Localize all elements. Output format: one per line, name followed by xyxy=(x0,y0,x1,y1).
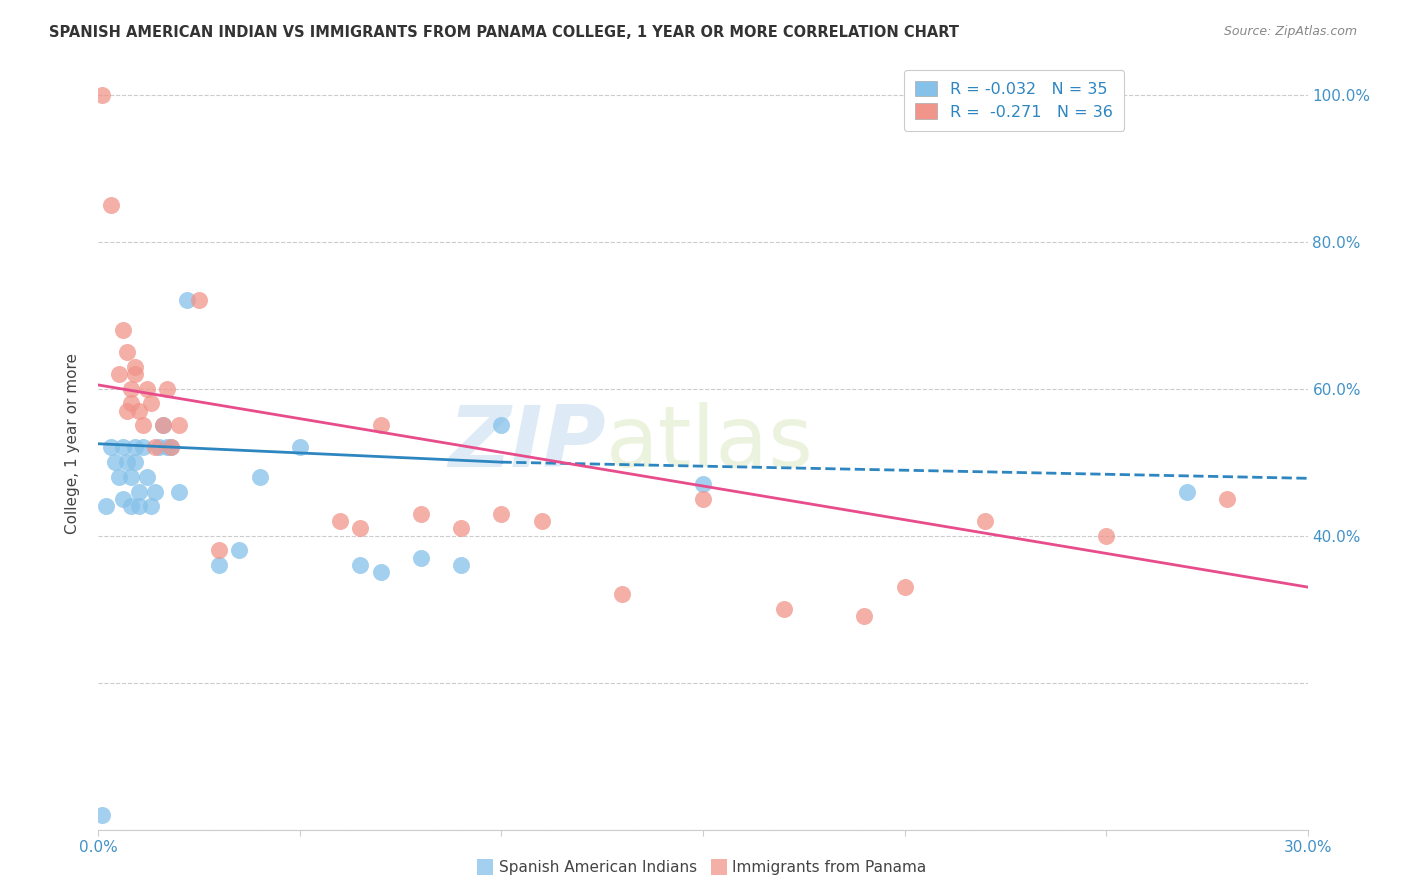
Point xyxy=(772,602,794,616)
Point xyxy=(1216,491,1239,506)
Point xyxy=(124,441,146,455)
Point xyxy=(148,441,170,455)
Point xyxy=(120,500,142,514)
Point xyxy=(692,491,714,506)
Point xyxy=(120,470,142,484)
Point xyxy=(160,441,183,455)
Point xyxy=(409,550,432,565)
Point xyxy=(152,418,174,433)
Point xyxy=(107,470,129,484)
Point xyxy=(530,514,553,528)
Point xyxy=(115,455,138,469)
Point xyxy=(128,500,150,514)
Point xyxy=(120,396,142,410)
Point xyxy=(120,382,142,396)
Point xyxy=(100,441,122,455)
Point xyxy=(370,566,392,580)
Point xyxy=(692,477,714,491)
Point xyxy=(100,198,122,212)
Point xyxy=(124,367,146,381)
Point xyxy=(249,470,271,484)
Text: SPANISH AMERICAN INDIAN VS IMMIGRANTS FROM PANAMA COLLEGE, 1 YEAR OR MORE CORREL: SPANISH AMERICAN INDIAN VS IMMIGRANTS FR… xyxy=(49,25,959,40)
Point xyxy=(156,382,179,396)
Point xyxy=(853,609,876,624)
Point xyxy=(103,455,125,469)
Text: atlas: atlas xyxy=(606,402,814,485)
Point xyxy=(349,558,371,572)
Point xyxy=(96,500,118,514)
Point xyxy=(107,367,129,381)
Point xyxy=(139,500,162,514)
Point xyxy=(612,587,634,601)
Point xyxy=(893,580,915,594)
Point xyxy=(491,507,513,521)
Legend: R = -0.032   N = 35, R =  -0.271   N = 36: R = -0.032 N = 35, R = -0.271 N = 36 xyxy=(904,70,1125,131)
Point xyxy=(491,418,513,433)
Point xyxy=(288,441,311,455)
Point xyxy=(132,418,155,433)
Point xyxy=(450,558,472,572)
Point xyxy=(160,441,183,455)
Point xyxy=(349,521,371,535)
Point xyxy=(208,558,231,572)
Point xyxy=(228,543,250,558)
Point xyxy=(450,521,472,535)
Point xyxy=(128,403,150,417)
Point xyxy=(974,514,997,528)
Point xyxy=(208,543,231,558)
Point xyxy=(152,418,174,433)
Point xyxy=(1175,484,1198,499)
Point xyxy=(124,359,146,374)
Point xyxy=(111,323,134,337)
Legend: Spanish American Indians, Immigrants from Panama: Spanish American Indians, Immigrants fro… xyxy=(475,855,931,880)
Point xyxy=(188,293,211,308)
Point xyxy=(156,441,179,455)
Point xyxy=(111,441,134,455)
Point xyxy=(135,382,157,396)
Point xyxy=(91,808,114,822)
Point xyxy=(167,484,190,499)
Point xyxy=(167,418,190,433)
Point xyxy=(91,87,114,102)
Point xyxy=(115,403,138,417)
Point xyxy=(128,484,150,499)
Point xyxy=(1095,528,1118,542)
Point xyxy=(139,396,162,410)
Point xyxy=(176,293,198,308)
Text: Source: ZipAtlas.com: Source: ZipAtlas.com xyxy=(1223,25,1357,38)
Point xyxy=(370,418,392,433)
Y-axis label: College, 1 year or more: College, 1 year or more xyxy=(65,353,80,534)
Point xyxy=(329,514,352,528)
Text: ZIP: ZIP xyxy=(449,402,606,485)
Point xyxy=(143,441,166,455)
Point xyxy=(143,484,166,499)
Point xyxy=(409,507,432,521)
Point xyxy=(115,345,138,359)
Point xyxy=(111,491,134,506)
Point xyxy=(135,470,157,484)
Point xyxy=(132,441,155,455)
Point xyxy=(124,455,146,469)
